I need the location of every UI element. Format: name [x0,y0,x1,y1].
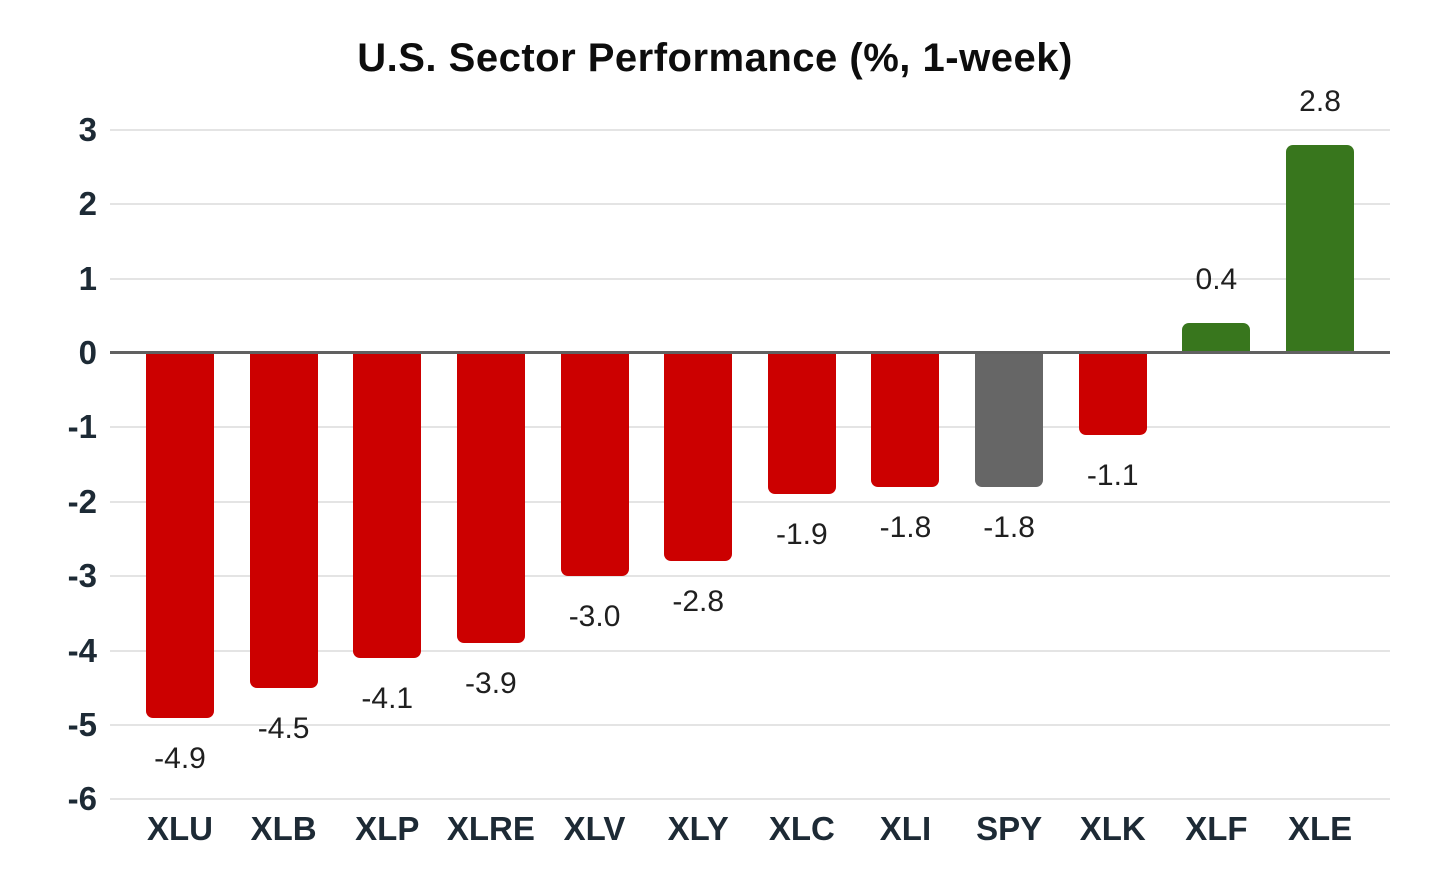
x-tick-label-XLY: XLY [667,810,729,847]
bar-XLK [1078,353,1147,435]
gridline--6 [110,798,1390,801]
x-tick-label-XLB: XLB [250,810,317,847]
bar-XLC [767,353,836,495]
gridline-2 [110,203,1390,206]
gridline--2 [110,500,1390,503]
x-tick-label-XLU: XLU [147,810,213,847]
value-label-XLP: -4.1 [361,682,414,716]
y-tick-label-1: 1 [78,259,97,297]
y-tick-label--4: -4 [67,631,97,669]
value-label-XLC: -1.9 [775,518,828,552]
bar-XLP [353,353,422,659]
y-tick-label--3: -3 [67,557,97,595]
bar-XLI [871,353,940,487]
bar-XLV [560,353,629,577]
gridline--1 [110,426,1390,429]
value-label-XLU: -4.9 [154,741,206,775]
x-tick-label-XLK: XLK [1079,810,1146,847]
zero-axis-line [110,351,1390,354]
value-label-XLI: -1.8 [879,510,932,544]
x-tick-label-XLC: XLC [768,810,835,847]
value-label-XLE: 2.8 [1299,84,1341,118]
y-tick-label--6: -6 [67,780,97,818]
gridline--3 [110,575,1390,578]
y-tick-label-0: 0 [78,334,97,371]
gridline-3 [110,128,1390,131]
x-tick-label-XLF: XLF [1185,810,1248,847]
chart-title: U.S. Sector Performance (%, 1-week) [357,36,1073,80]
y-tick-label--2: -2 [67,482,97,520]
value-label-XLB: -4.5 [257,711,310,745]
x-tick-label-SPY: SPY [976,810,1043,847]
bar-XLRE [456,353,525,644]
bar-XLF [1182,323,1251,353]
x-tick-label-XLP: XLP [355,810,420,847]
x-tick-label-XLE: XLE [1287,810,1353,847]
bar-SPY [975,353,1044,487]
bar-XLU [146,353,214,718]
gridline--5 [110,724,1390,726]
x-tick-label-XLRE: XLRE [446,810,535,847]
bar-XLY [664,353,733,562]
value-label-XLRE: -3.9 [465,667,517,701]
y-tick-label-3: 3 [78,110,97,148]
y-tick-label--1: -1 [67,408,97,446]
y-tick-label-2: 2 [78,185,97,223]
value-label-XLV: -3.0 [568,600,621,634]
x-tick-label-XLI: XLI [879,810,932,847]
gridline-1 [110,277,1390,280]
y-tick-label--5: -5 [67,706,97,743]
bar-XLE [1286,144,1355,353]
value-label-XLY: -2.8 [672,585,725,619]
value-label-SPY: -1.8 [983,510,1035,544]
x-tick-label-XLV: XLV [563,810,626,847]
value-label-XLK: -1.1 [1086,458,1139,492]
bar-XLB [249,353,318,688]
value-label-XLF: 0.4 [1195,263,1238,297]
gridline--4 [110,649,1390,652]
